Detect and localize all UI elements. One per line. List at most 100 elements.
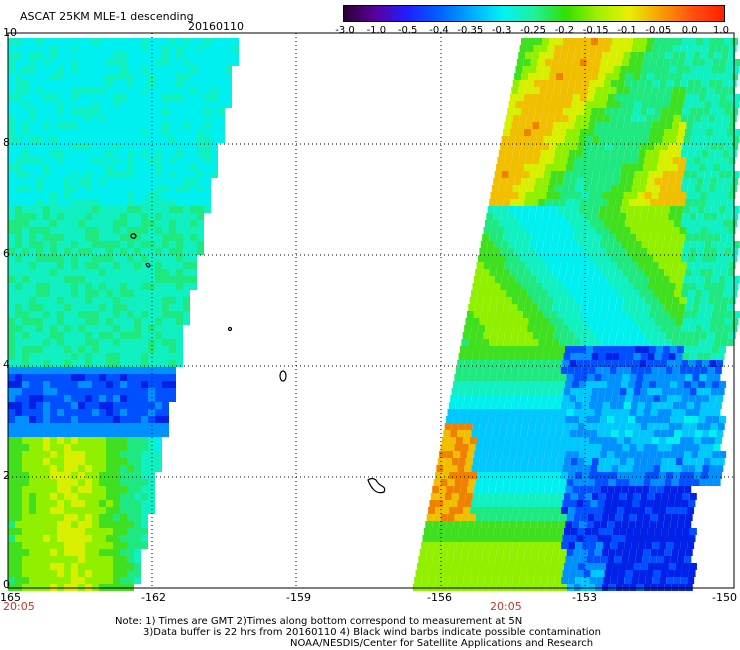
wind-cell [625, 290, 633, 297]
wind-cell [473, 346, 481, 353]
wind-cell [463, 542, 471, 549]
wind-cell [148, 115, 155, 122]
wind-cell [486, 318, 494, 325]
wind-cell [490, 402, 498, 409]
wind-cell [43, 472, 50, 479]
wind-cell [148, 325, 155, 332]
wind-cell [469, 297, 477, 304]
wind-cell [106, 444, 113, 451]
wind-cell [428, 507, 436, 514]
wind-cell [113, 213, 120, 220]
wind-cell [647, 353, 655, 360]
wind-cell [85, 514, 92, 521]
wind-cell [634, 311, 642, 318]
wind-cell [183, 192, 190, 199]
wind-cell [120, 143, 127, 150]
wind-cell [541, 570, 549, 577]
wind-cell [106, 514, 113, 521]
wind-cell [697, 346, 705, 353]
wind-cell [510, 444, 518, 451]
wind-cell [704, 346, 712, 353]
wind-cell [15, 94, 22, 101]
wind-cell [621, 416, 629, 423]
wind-cell [155, 59, 162, 66]
wind-cell [569, 255, 576, 262]
wind-cell [524, 549, 532, 556]
wind-cell [640, 458, 648, 465]
wind-cell [176, 150, 183, 157]
wind-cell [106, 563, 113, 570]
wind-cell [162, 388, 169, 395]
wind-cell [625, 325, 633, 332]
wind-cell [430, 528, 438, 535]
wind-cell [22, 136, 29, 143]
wind-cell [664, 374, 672, 381]
wind-cell [176, 311, 183, 318]
wind-cell [616, 157, 624, 164]
wind-cell [120, 388, 127, 395]
wind-cell [92, 479, 99, 486]
wind-cell [162, 367, 169, 374]
wind-cell [549, 458, 557, 465]
wind-cell [697, 311, 705, 318]
wind-cell [36, 206, 43, 213]
wind-cell [459, 346, 467, 353]
wind-cell [464, 430, 472, 437]
wind-cell [211, 157, 218, 164]
wind-cell [531, 409, 539, 416]
wind-cell [519, 185, 527, 192]
wind-cell [577, 493, 585, 500]
wind-cell [183, 178, 190, 185]
wind-cell [645, 507, 653, 514]
wind-cell [190, 171, 197, 178]
wind-cell [655, 66, 663, 73]
wind-cell [106, 269, 113, 276]
wind-cell [527, 395, 535, 402]
wind-cell [714, 367, 722, 374]
wind-cell [422, 535, 430, 542]
wind-cell [64, 402, 71, 409]
wind-cell [642, 381, 650, 388]
wind-cell [36, 528, 43, 535]
wind-cell [134, 514, 141, 521]
wind-cell [50, 514, 57, 521]
wind-cell [591, 493, 599, 500]
wind-cell [621, 381, 629, 388]
wind-cell [640, 563, 648, 570]
wind-cell [218, 80, 225, 87]
wind-cell [658, 297, 666, 304]
wind-cell [204, 73, 211, 80]
wind-cell [605, 38, 613, 45]
wind-cell [516, 416, 524, 423]
wind-cell [64, 472, 71, 479]
wind-cell [525, 367, 533, 374]
wind-cell [596, 80, 604, 87]
wind-cell [29, 444, 36, 451]
wind-cell [612, 248, 620, 255]
wind-cell [85, 542, 92, 549]
wind-cell [141, 206, 148, 213]
wind-cell [85, 38, 92, 45]
wind-cell [92, 185, 99, 192]
wind-cell [576, 325, 584, 332]
wind-cell [732, 136, 740, 143]
wind-cell [507, 423, 515, 430]
wind-cell [127, 290, 134, 297]
wind-cell [552, 339, 560, 346]
wind-cell [635, 94, 643, 101]
wind-cell [647, 143, 655, 150]
wind-cell [127, 472, 134, 479]
wind-cell [658, 472, 666, 479]
wind-cell [162, 101, 169, 108]
wind-cell [490, 297, 498, 304]
wind-cell [668, 283, 676, 290]
wind-cell [141, 262, 148, 269]
wind-cell [29, 220, 36, 227]
wind-cell [134, 262, 141, 269]
wind-cell [710, 108, 718, 115]
wind-cell [682, 318, 690, 325]
wind-cell [99, 164, 106, 171]
wind-cell [134, 94, 141, 101]
wind-cell [534, 325, 542, 332]
wind-cell [506, 395, 514, 402]
